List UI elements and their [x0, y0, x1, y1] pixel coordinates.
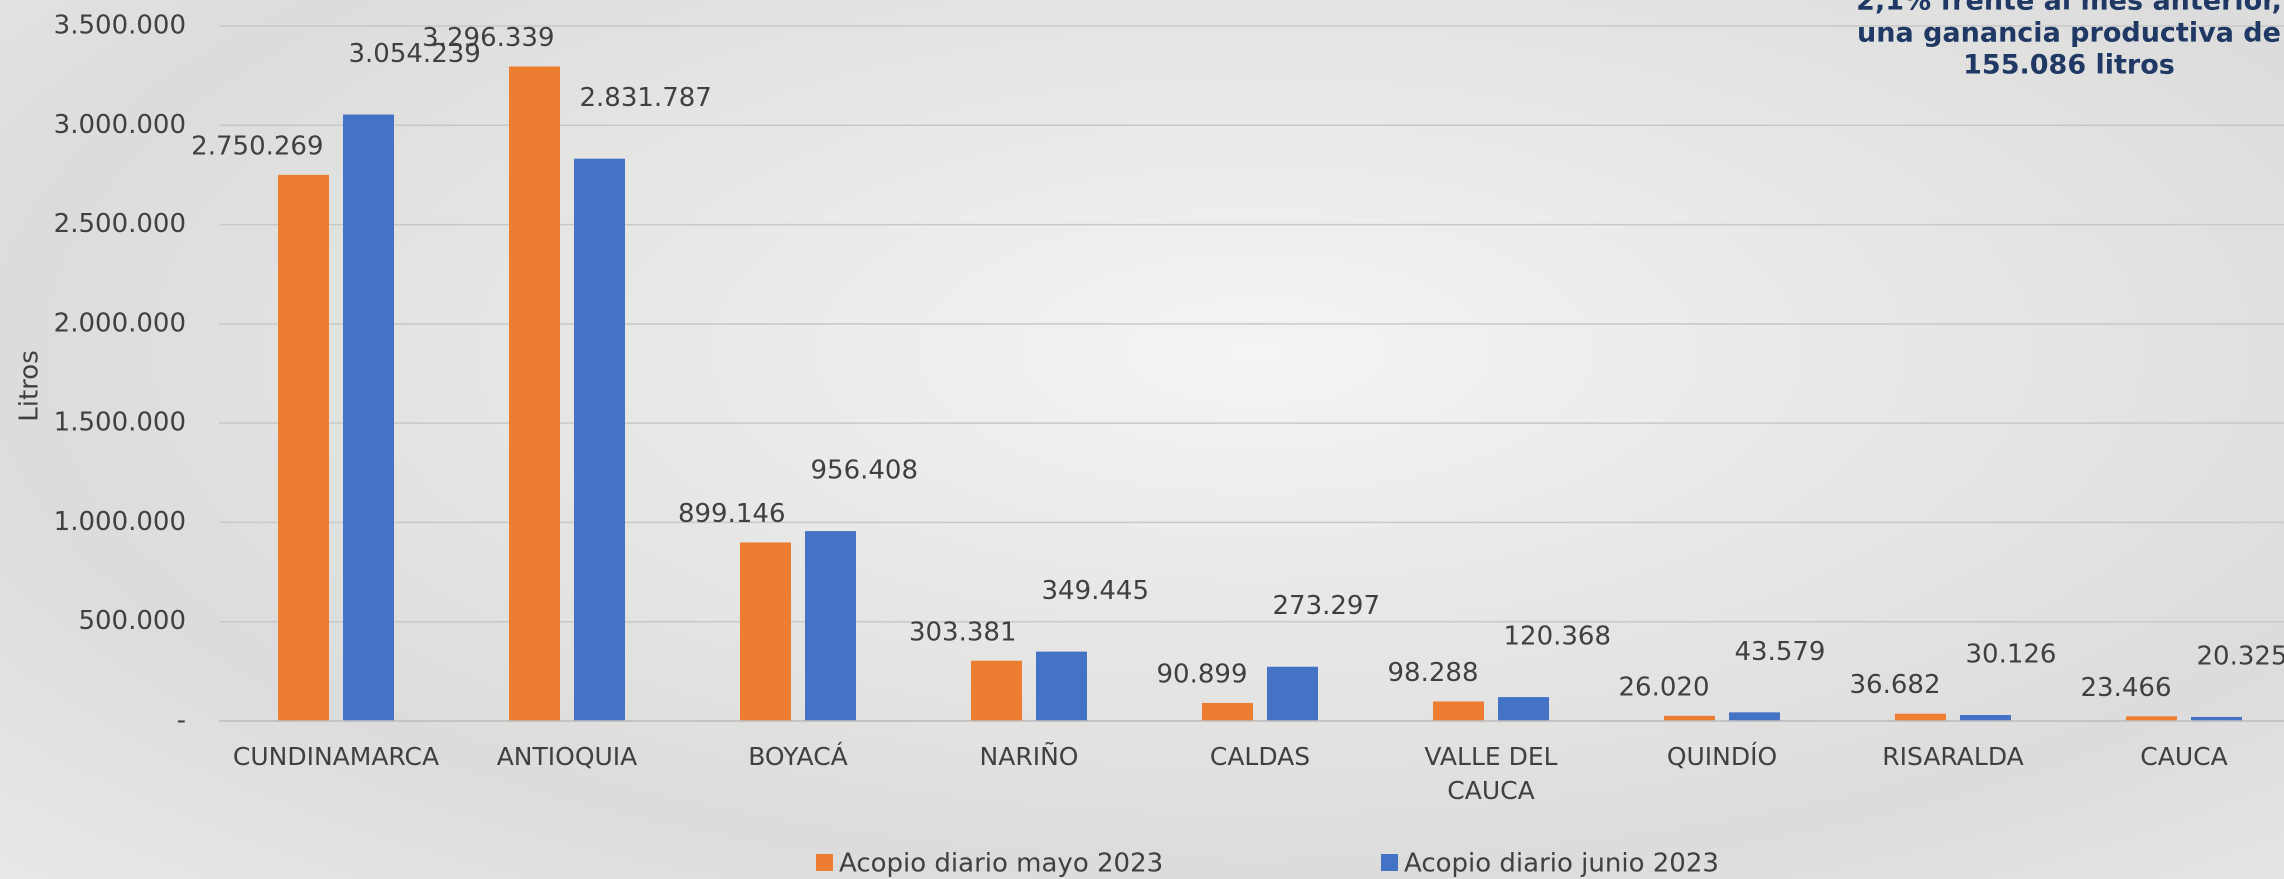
data-label: 36.682 [1850, 670, 1941, 700]
bar [1895, 714, 1946, 721]
legend-label: Acopio diario junio 2023 [1404, 849, 1719, 879]
data-label: 956.408 [811, 456, 919, 486]
legend-swatch [816, 854, 833, 871]
page: Litros - 500.000 1.000.000 1.500.000 2.000.0… [0, 0, 2284, 879]
y-tick-label: 2.500.000 [54, 209, 186, 239]
annotation: 155.086 litros [1963, 50, 2175, 81]
data-label: 273.297 [1273, 591, 1381, 621]
data-label: 98.288 [1388, 658, 1479, 688]
x-tick-label: CALDAS [1210, 740, 1310, 774]
bar [574, 159, 625, 721]
bar [971, 661, 1022, 721]
data-label: 899.146 [678, 499, 786, 529]
data-label: 2.831.787 [580, 83, 712, 113]
data-label: 90.899 [1157, 659, 1248, 689]
annotation: 2,1% frente al mes anterior, [1856, 0, 2282, 17]
x-tick-label: BOYACÁ [748, 740, 848, 774]
x-tick-label: CAUCA [2140, 740, 2227, 774]
data-label: 349.445 [1042, 576, 1150, 606]
bar [805, 531, 856, 721]
bar [1960, 715, 2011, 721]
x-tick-label: NARIÑO [980, 740, 1079, 774]
data-label: 303.381 [909, 617, 1017, 647]
y-tick-label: 500.000 [78, 606, 186, 636]
legend-label: Acopio diario mayo 2023 [839, 849, 1163, 879]
data-label: 43.579 [1735, 637, 1826, 667]
x-tick-label: RISARALDA [1882, 740, 2023, 774]
y-tick-label: 3.000.000 [54, 110, 186, 140]
data-label: 120.368 [1504, 622, 1612, 652]
data-label: 26.020 [1619, 672, 1710, 702]
bar [343, 115, 394, 721]
bar [1498, 697, 1549, 721]
x-tick-label: VALLE DEL CAUCA [1406, 740, 1576, 808]
bar [278, 175, 329, 721]
annotation: una ganancia productiva de [1857, 18, 2281, 49]
legend-swatch [1381, 854, 1398, 871]
data-label: 23.466 [2081, 673, 2172, 703]
data-label: 3.296.339 [422, 23, 554, 53]
bar [1729, 712, 1780, 721]
bar [1664, 716, 1715, 721]
y-axis-title: Litros [15, 350, 45, 421]
y-tick-label: 3.500.000 [54, 11, 186, 41]
x-tick-label: ANTIOQUIA [497, 740, 638, 774]
bar [1267, 667, 1318, 721]
y-tick-label: 1.500.000 [54, 408, 186, 438]
y-tick-label: 2.000.000 [54, 308, 186, 338]
y-tick-label: 1.000.000 [54, 507, 186, 537]
y-tick-label: - [177, 706, 186, 736]
x-tick-label: QUINDÍO [1667, 740, 1777, 774]
bar [1433, 701, 1484, 721]
bar [509, 66, 560, 721]
bar [1202, 703, 1253, 721]
bar [1036, 652, 1087, 721]
data-label: 20.325 [2197, 641, 2284, 671]
category-label-box: CAUCA [2024, 740, 2284, 774]
data-label: 30.126 [1966, 640, 2057, 670]
bar [740, 542, 791, 721]
data-label: 2.750.269 [191, 131, 323, 161]
